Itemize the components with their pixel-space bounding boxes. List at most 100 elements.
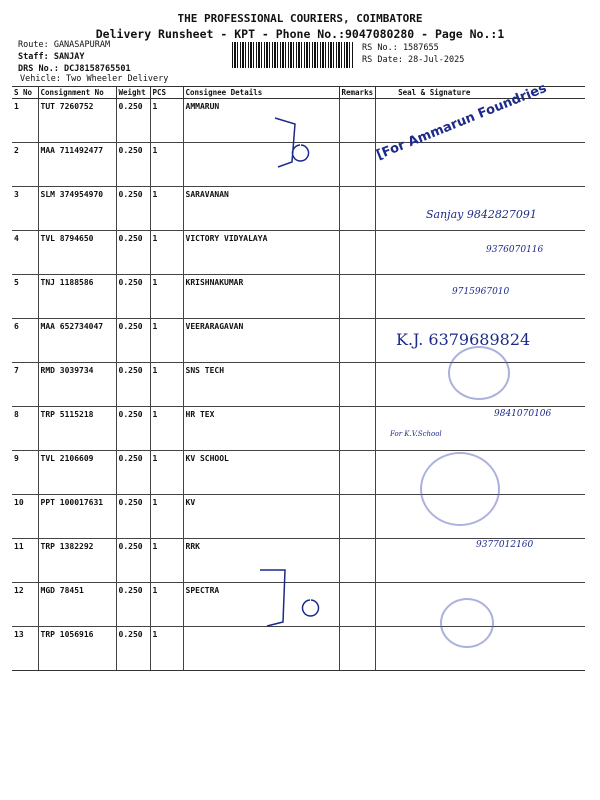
signature-row11: 9377012160 — [476, 540, 534, 550]
cell-cno: MGD 78451 — [38, 582, 117, 627]
cell-pcs: 1 — [150, 318, 184, 363]
cell-pcs: 1 — [150, 186, 184, 231]
cell-pcs: 1 — [150, 450, 184, 495]
cell-remarks — [339, 274, 377, 319]
cell-cno: MAA 652734047 — [38, 318, 117, 363]
drs-number: DRS No.: DCJ8158765501 — [18, 64, 131, 74]
cell-sno: 3 — [12, 186, 39, 231]
cell-pcs: 1 — [150, 582, 184, 627]
runsheet-subtitle: Delivery Runsheet - KPT - Phone No.:9047… — [95, 27, 505, 41]
cell-weight: 0.250 — [116, 142, 151, 187]
cell-weight: 0.250 — [116, 318, 151, 363]
route: Route: GANASAPURAM — [18, 40, 111, 50]
seal-stamp — [448, 346, 510, 400]
cell-sig — [375, 538, 585, 583]
cell-cno: SLM 374954970 — [38, 186, 117, 231]
cell-cno: TRP 1382292 — [38, 538, 117, 583]
cell-cno: TRP 1056916 — [38, 626, 117, 671]
cell-weight: 0.250 — [116, 362, 151, 407]
cell-sig — [375, 230, 585, 275]
col-remarks: Remarks — [339, 86, 377, 99]
cell-weight: 0.250 — [116, 274, 151, 319]
cell-sig — [375, 406, 585, 451]
cell-cno: MAA 711492477 — [38, 142, 117, 187]
cell-cno: TVL 8794650 — [38, 230, 117, 275]
cell-remarks — [339, 450, 377, 495]
cell-pcs: 1 — [150, 142, 184, 187]
table-row: 8 TRP 5115218 0.250 1 HR TEX — [12, 406, 585, 451]
rs-number: RS No.: 1587655 — [362, 43, 439, 53]
cell-cno: RMD 3039734 — [38, 362, 117, 407]
table-row: 13 TRP 1056916 0.250 1 — [12, 626, 585, 671]
seal-stamp — [420, 452, 500, 526]
cell-pcs: 1 — [150, 362, 184, 407]
cell-remarks — [339, 98, 377, 143]
cell-sno: 7 — [12, 362, 39, 407]
cell-remarks — [339, 186, 377, 231]
col-weight: Weight — [116, 86, 151, 99]
cell-consignee: VICTORY VIDYALAYA — [183, 230, 340, 275]
signature-row9: For K.V.School — [390, 430, 442, 438]
table-row: 11 TRP 1382292 0.250 1 RRK — [12, 538, 585, 583]
col-pcs: PCS — [150, 86, 184, 99]
cell-consignee — [183, 142, 340, 187]
table-row: 9 TVL 2106609 0.250 1 KV SCHOOL — [12, 450, 585, 495]
cell-remarks — [339, 362, 377, 407]
cell-sno: 5 — [12, 274, 39, 319]
cell-pcs: 1 — [150, 494, 184, 539]
cell-weight: 0.250 — [116, 98, 151, 143]
signature-row5: 9715967010 — [452, 287, 510, 297]
cell-sno: 10 — [12, 494, 39, 539]
cell-sig — [375, 142, 585, 187]
table-row: 10 PPT 100017631 0.250 1 KV — [12, 494, 585, 539]
cell-sno: 4 — [12, 230, 39, 275]
cell-cno: PPT 100017631 — [38, 494, 117, 539]
cell-pcs: 1 — [150, 626, 184, 671]
table-row: 7 RMD 3039734 0.250 1 SNS TECH — [12, 362, 585, 407]
cell-weight: 0.250 — [116, 538, 151, 583]
table-row: 4 TVL 8794650 0.250 1 VICTORY VIDYALAYA — [12, 230, 585, 275]
col-signature: Seal & Signature — [375, 86, 585, 99]
table-row: 1 TUT 7260752 0.250 1 AMMARUN — [12, 98, 585, 143]
signature-row3: Sanjay 9842827091 — [426, 208, 537, 221]
cell-cno: TVL 2106609 — [38, 450, 117, 495]
cell-consignee: HR TEX — [183, 406, 340, 451]
table-row: 6 MAA 652734047 0.250 1 VEERARAGAVAN — [12, 318, 585, 363]
handwritten-mark — [274, 117, 310, 168]
table-row: 5 TNJ 1188586 0.250 1 KRISHNAKUMAR — [12, 274, 585, 319]
cell-remarks — [339, 626, 377, 671]
cell-remarks — [339, 406, 377, 451]
cell-consignee: KRISHNAKUMAR — [183, 274, 340, 319]
table-header: S No Consignment No Weight PCS Consignee… — [12, 86, 585, 99]
table-row: 2 MAA 711492477 0.250 1 — [12, 142, 585, 187]
cell-weight: 0.250 — [116, 494, 151, 539]
cell-pcs: 1 — [150, 98, 184, 143]
cell-pcs: 1 — [150, 274, 184, 319]
cell-consignee: SNS TECH — [183, 362, 340, 407]
cell-consignee: KV — [183, 494, 340, 539]
signature-row6: K.J. 6379689824 — [396, 330, 531, 349]
cell-consignee — [183, 626, 340, 671]
cell-weight: 0.250 — [116, 450, 151, 495]
cell-sig — [375, 98, 585, 143]
seal-stamp — [440, 598, 494, 648]
cell-sig — [375, 186, 585, 231]
col-sno: S No — [12, 86, 39, 99]
vehicle: Vehicle: Two Wheeler Delivery — [20, 74, 169, 84]
cell-consignee: KV SCHOOL — [183, 450, 340, 495]
cell-remarks — [339, 582, 377, 627]
cell-sno: 13 — [12, 626, 39, 671]
cell-remarks — [339, 538, 377, 583]
cell-sno: 12 — [12, 582, 39, 627]
cell-consignee: SPECTRA — [183, 582, 340, 627]
cell-remarks — [339, 318, 377, 363]
cell-weight: 0.250 — [116, 582, 151, 627]
cell-weight: 0.250 — [116, 230, 151, 275]
cell-consignee: RRK — [183, 538, 340, 583]
signature-row8: 9841070106 — [494, 409, 552, 419]
col-consignee: Consignee Details — [183, 86, 340, 99]
cell-consignee: AMMARUN — [183, 98, 340, 143]
company-title: THE PROFESSIONAL COURIERS, COIMBATORE — [177, 12, 423, 25]
cell-pcs: 1 — [150, 406, 184, 451]
cell-sno: 9 — [12, 450, 39, 495]
